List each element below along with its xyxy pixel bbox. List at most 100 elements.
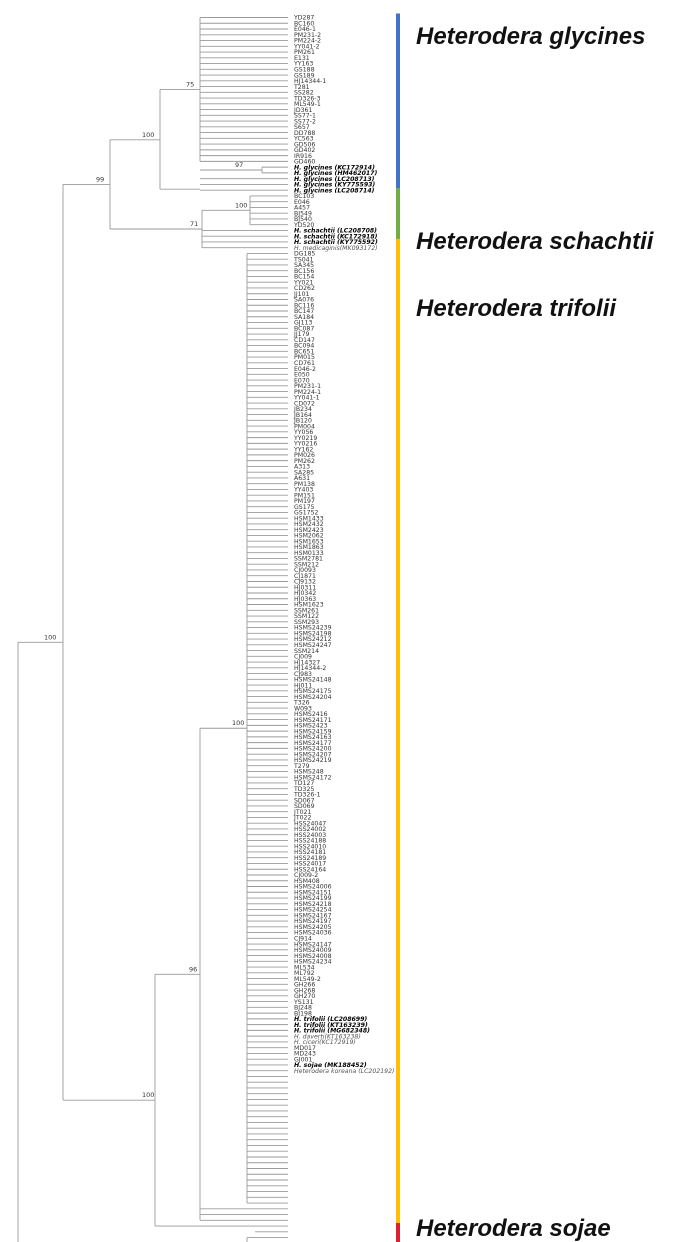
leaf-label: E046-2 <box>294 366 316 373</box>
leaf-label: GS175 <box>294 504 315 511</box>
leaf-label: HSS24010 <box>294 843 326 850</box>
leaf-label: HJ14327 <box>294 659 320 666</box>
leaf-label: SSM293 <box>294 619 319 626</box>
leaf-label: HSM1653 <box>294 538 324 545</box>
leaf-label: PM231-2 <box>294 32 321 39</box>
leaf-label: T281 <box>293 84 310 91</box>
leaf-label: BC116 <box>294 302 314 309</box>
leaf-label: H. sojae (MK188452) <box>294 1062 367 1069</box>
bootstrap-value: 97 <box>235 161 243 169</box>
leaf-label: CD761 <box>294 360 315 367</box>
leaf-label: HSMS24254 <box>294 907 332 914</box>
clade-label-schachtii: Heterodera schachtii <box>416 228 655 255</box>
leaf-label: HSS24188 <box>294 838 326 845</box>
leaf-label: PM004 <box>294 423 315 430</box>
leaf-label: HSMS24148 <box>294 677 332 684</box>
leaf-label: HSMS2423 <box>294 723 328 730</box>
leaf-label: HSMS24218 <box>294 901 332 908</box>
leaf-label: HSM1623 <box>294 602 324 609</box>
leaf-label: HSS24047 <box>294 820 326 827</box>
leaf-label: PM231-1 <box>294 383 321 390</box>
leaf-label: T279 <box>293 763 310 770</box>
leaf-label: GD506 <box>294 141 315 148</box>
leaf-label: PM026 <box>294 452 315 459</box>
tree-branches <box>17 17 288 1242</box>
clade-bars <box>396 13 400 1242</box>
leaf-label: H. glycines (KY775593) <box>294 182 375 189</box>
bootstrap-value: 99 <box>96 175 104 183</box>
leaf-label: HSM2062 <box>294 533 324 540</box>
leaf-label: HSM2432 <box>294 521 324 528</box>
leaf-label: MD017 <box>294 1045 316 1052</box>
leaf-label: HSMS248 <box>294 769 324 776</box>
leaf-label: TS041 <box>293 256 314 263</box>
leaf-label: HSMS24172 <box>294 774 332 781</box>
leaf-label: H. schachtii (LC208708) <box>294 227 377 235</box>
leaf-label: H. daverti(KT163238) <box>294 1032 361 1040</box>
clade-label-trifolii: Heterodera trifolii <box>416 295 617 322</box>
leaf-label: GH266 <box>294 982 315 989</box>
leaf-labels: YD287BC160E046-1PM231-2PM224-2YY041-2PM2… <box>293 15 394 1075</box>
leaf-label: TD127 <box>293 780 314 787</box>
leaf-label: JT022 <box>293 815 311 822</box>
leaf-label: HSM1863 <box>294 544 324 551</box>
leaf-label: BC087 <box>294 325 314 332</box>
leaf-label: HSMS24247 <box>294 642 332 649</box>
leaf-label: JB120 <box>293 418 312 425</box>
leaf-label: GH270 <box>294 993 315 1000</box>
leaf-label: IR916 <box>294 153 312 160</box>
clade-label-glycines: Heterodera glycines <box>416 23 645 50</box>
leaf-label: YS131 <box>293 999 314 1006</box>
leaf-label: JD361 <box>293 107 312 114</box>
leaf-label: SS77-1 <box>294 113 316 120</box>
leaf-label: W093 <box>294 705 312 712</box>
leaf-label: PM261 <box>294 49 315 56</box>
leaf-label: SSM122 <box>294 613 319 620</box>
leaf-label: T326 <box>293 700 310 707</box>
leaf-label: SSM214 <box>294 648 319 655</box>
leaf-label: BC147 <box>294 308 314 315</box>
leaf-label: PM138 <box>294 481 315 488</box>
leaf-label: E050 <box>294 372 310 379</box>
leaf-label: HSMS24008 <box>294 953 332 960</box>
leaf-label: CJ009-2 <box>294 872 318 879</box>
leaf-label: E046-1 <box>294 26 316 33</box>
leaf-label: JJ101 <box>293 291 310 298</box>
leaf-label: TD326-3 <box>293 95 321 102</box>
leaf-label: HSMS24205 <box>294 924 332 931</box>
leaf-label: HSMS24200 <box>294 746 332 753</box>
leaf-label: H. trifolii (KT163239) <box>294 1021 368 1029</box>
clade-labels: Heterodera glycines Heterodera schachtii H… <box>416 23 655 1242</box>
clade-bar-glycines <box>396 13 400 189</box>
bootstrap-values: 75 100 97 99 100 71 100 96 100 100 <box>44 80 247 1099</box>
leaf-label: JT021 <box>293 809 311 816</box>
leaf-label: PM151 <box>294 492 315 499</box>
leaf-label: PM015 <box>294 354 315 361</box>
leaf-label: H. glycines (LC208713) <box>294 176 375 183</box>
leaf-label: MD243 <box>294 1051 316 1058</box>
leaf-label: A313 <box>294 464 310 471</box>
leaf-label: E070 <box>294 377 310 384</box>
leaf-label: SA345 <box>294 262 314 269</box>
leaf-label: HSMS24036 <box>294 930 332 937</box>
leaf-label: HSMS24177 <box>294 740 332 747</box>
leaf-label: JB164 <box>293 412 312 419</box>
leaf-label: BJ549 <box>294 210 312 217</box>
leaf-label: A457 <box>294 205 310 212</box>
leaf-label: GD460 <box>294 159 315 166</box>
leaf-label: GJ001 <box>294 1056 312 1063</box>
leaf-label: HJ011 <box>294 682 312 689</box>
leaf-label: PM224-2 <box>294 38 321 45</box>
leaf-label: YY0219 <box>293 435 317 442</box>
bootstrap-value: 71 <box>190 220 198 228</box>
leaf-label: HSMS24151 <box>294 889 332 896</box>
leaf-label: BC651 <box>294 348 314 355</box>
leaf-label: H. trifolii (LC208699) <box>294 1015 367 1023</box>
leaf-label: GS188 <box>294 66 315 73</box>
leaf-label: HSMS24204 <box>294 694 332 701</box>
bootstrap-value: 100 <box>142 1091 154 1099</box>
leaf-label: SS77-2 <box>294 118 316 125</box>
leaf-label: HSMS24234 <box>294 959 332 966</box>
leaf-label: HSMS24197 <box>294 918 332 925</box>
